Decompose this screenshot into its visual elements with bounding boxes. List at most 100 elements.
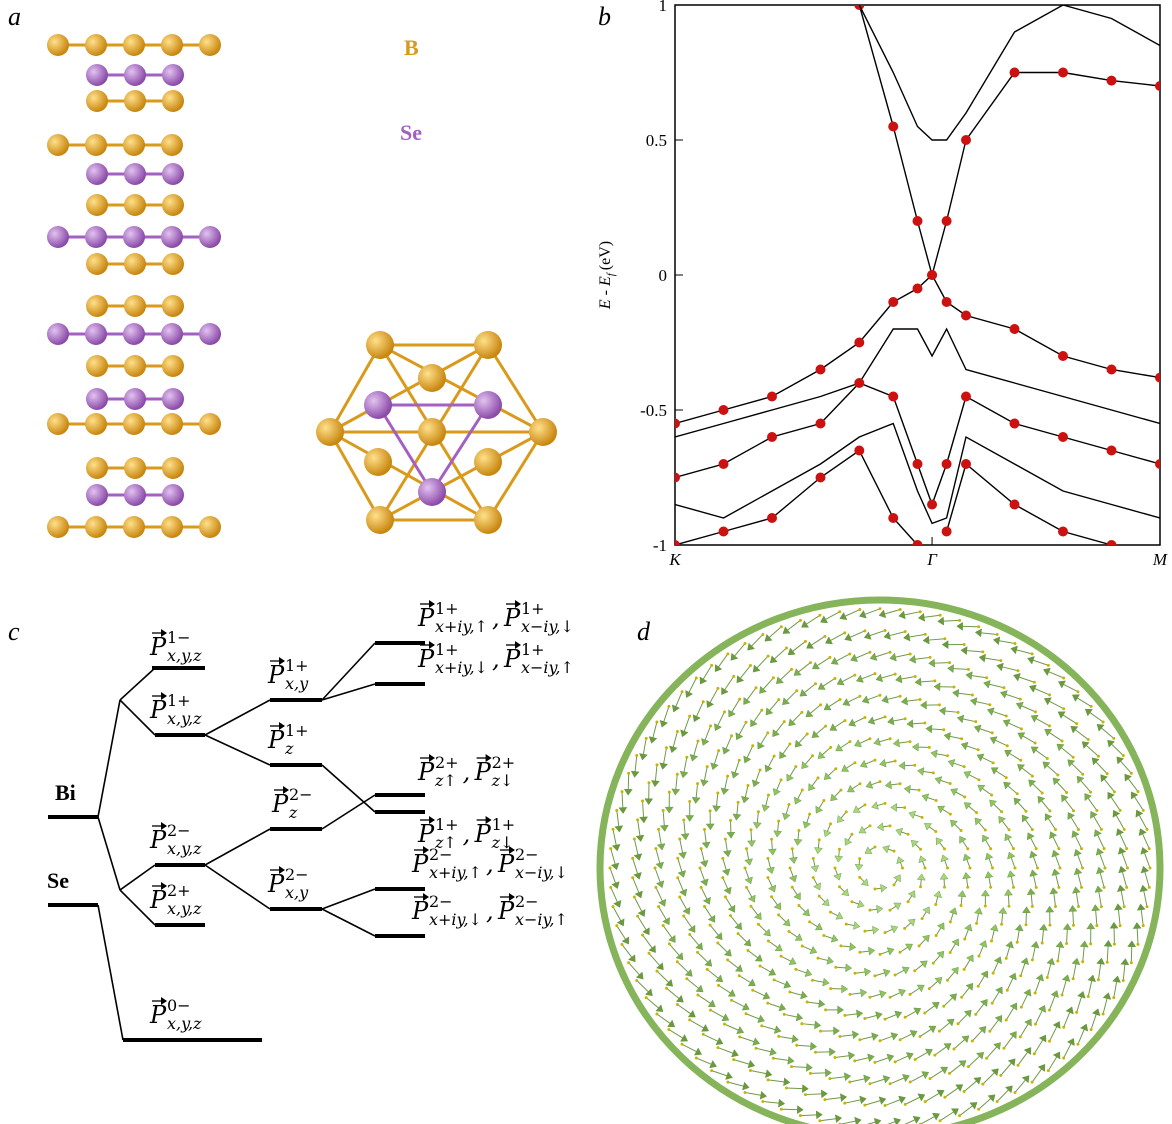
spin-dot	[1080, 847, 1083, 850]
spin-dot	[889, 1082, 892, 1085]
spin-arrow-head	[1031, 747, 1038, 754]
spin-dot	[772, 676, 775, 679]
spin-arrow-head	[934, 891, 942, 898]
spin-dot	[1031, 775, 1034, 778]
spin-arrow	[703, 665, 711, 679]
spin-arrow-head	[895, 675, 902, 683]
spin-arrow-head	[1117, 885, 1125, 892]
panel-label: d	[637, 617, 651, 646]
spin-dot	[738, 759, 741, 762]
spin-dot	[817, 957, 820, 960]
spin-arrow	[673, 731, 677, 746]
term-sup: 1+	[521, 599, 545, 618]
spin-dot	[1077, 828, 1080, 831]
spin-dot	[942, 728, 945, 731]
spin-arrow	[1075, 730, 1088, 740]
spin-dot	[738, 1035, 741, 1038]
spin-arrow-head	[1022, 815, 1029, 822]
spin-arrow-head	[774, 831, 782, 837]
spin-arrow	[1078, 1030, 1084, 1045]
spin-arrow-head	[819, 1000, 825, 1008]
spin-arrow-head	[700, 860, 708, 867]
spin-dot	[667, 1028, 670, 1031]
spin-arrow-head	[656, 862, 664, 869]
spin-arrow	[1122, 853, 1127, 868]
spin-arrow	[826, 612, 840, 620]
spin-dot	[647, 952, 650, 955]
spin-arrow-head	[870, 653, 877, 661]
band-weight-dot	[767, 513, 777, 523]
spin-dot	[656, 970, 659, 973]
spin-arrow-head	[735, 965, 742, 972]
connector	[205, 829, 270, 865]
spin-dot	[1142, 924, 1145, 927]
spin-dot	[755, 1047, 758, 1050]
spin-dot	[1072, 977, 1075, 980]
spin-dot	[814, 1051, 817, 1054]
spin-arrow	[910, 988, 919, 994]
spin-dot	[1000, 810, 1003, 813]
spin-dot	[1104, 867, 1107, 870]
term-sup: 2−	[167, 821, 191, 840]
spin-arrow	[698, 995, 710, 1003]
atom	[161, 226, 183, 248]
spin-dot	[1103, 886, 1106, 889]
spin-arrow-head	[676, 995, 683, 1002]
spin-dot	[688, 715, 691, 718]
spin-arrow	[1135, 797, 1144, 810]
spin-dot	[780, 625, 783, 628]
spin-dot	[1005, 957, 1008, 960]
term-sub: x,y,z	[167, 899, 202, 918]
term-base: P	[267, 726, 285, 754]
spin-arrow-head	[821, 1090, 827, 1098]
spin-arrow	[1026, 820, 1033, 830]
spin-dot	[812, 876, 815, 879]
spin-arrow	[687, 979, 699, 988]
spin-arrow	[705, 726, 710, 740]
spin-arrow	[633, 858, 638, 873]
spin-arrow-head	[1031, 941, 1039, 948]
spin-arrow-head	[855, 864, 863, 870]
spin-arrow	[768, 1003, 780, 1007]
connector	[98, 700, 120, 817]
spin-dot	[716, 1046, 719, 1049]
spin-arrow-head	[951, 1109, 958, 1116]
spin-arrow	[1145, 872, 1149, 887]
spin-arrow-head	[680, 1035, 687, 1042]
spin-dot	[812, 857, 815, 860]
spin-dot	[1031, 828, 1034, 831]
spin-arrow	[787, 691, 797, 701]
spin-arrow	[1118, 910, 1120, 926]
atom	[474, 391, 502, 419]
spin-dot	[1081, 867, 1084, 870]
spin-arrow	[954, 1040, 964, 1049]
band-weight-dot	[1107, 446, 1117, 456]
plot-area	[670, 0, 1165, 550]
spin-arrow-head	[794, 893, 801, 900]
spin-arrow	[634, 897, 641, 911]
spin-dot	[780, 955, 783, 958]
spin-dot	[952, 1047, 955, 1050]
spin-arrow	[1053, 837, 1059, 849]
spin-dot	[889, 909, 892, 912]
spin-arrow	[751, 830, 752, 841]
spin-dot	[838, 848, 841, 851]
spin-dot	[724, 838, 727, 841]
spin-arrow	[945, 1088, 958, 1097]
spin-arrow	[747, 849, 749, 860]
spin-arrow-head	[887, 717, 894, 725]
spin-arrow	[1049, 672, 1064, 678]
spin-arrow	[979, 946, 983, 956]
spin-dot	[785, 1086, 788, 1089]
spin-arrow	[728, 960, 738, 968]
spin-dot	[822, 934, 825, 937]
spin-arrow-head	[688, 1010, 695, 1017]
spin-dot	[899, 608, 902, 611]
spin-dot	[971, 1039, 974, 1042]
spin-dot	[909, 1081, 912, 1084]
spin-arrow	[775, 648, 787, 659]
spin-dot	[709, 724, 712, 727]
spin-dot	[800, 1022, 803, 1025]
spin-dot	[1036, 867, 1039, 870]
spin-arrow	[1100, 873, 1104, 887]
